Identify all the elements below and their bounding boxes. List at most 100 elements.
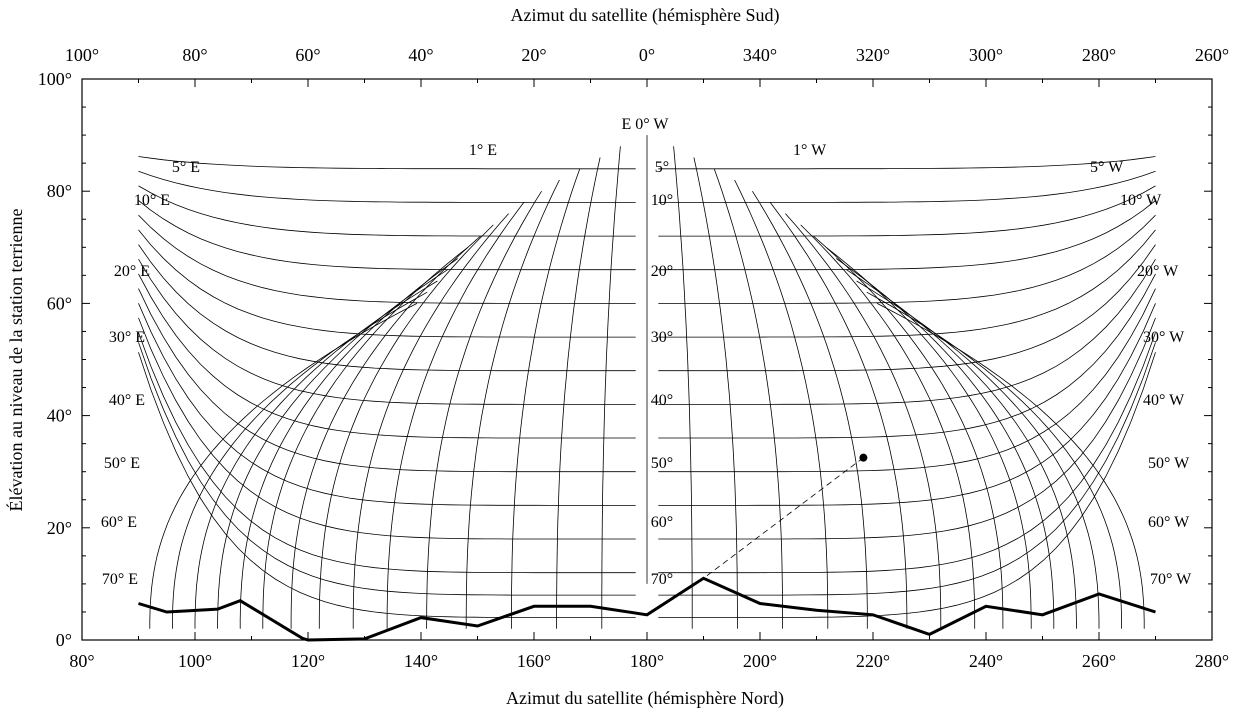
top-tick-label: 0° <box>639 45 655 65</box>
elevation-curve <box>138 332 636 574</box>
x-tick-label: 240° <box>969 651 1003 671</box>
east-curve-label: 5° E <box>172 159 200 176</box>
example-point <box>859 453 868 462</box>
longitude-curve <box>556 157 601 629</box>
top-tick-label: 320° <box>856 45 890 65</box>
longitude-curve <box>426 190 542 629</box>
elevation-curve <box>138 273 636 439</box>
longitude-curve <box>510 168 581 629</box>
top-tick-label: 80° <box>182 45 207 65</box>
elevation-curve <box>138 352 636 618</box>
west-curve-label: 60° W <box>1148 514 1190 531</box>
elevation-curve <box>658 229 1156 338</box>
longitude-curve <box>465 179 560 629</box>
elevation-curve <box>658 200 1156 271</box>
elevation-curve <box>138 288 636 473</box>
center-meridian-label: E 0° W <box>622 116 670 133</box>
elevation-curve <box>138 303 636 506</box>
east-curve-label: 40° E <box>109 392 145 409</box>
x-tick-label: 200° <box>743 651 777 671</box>
elevation-curve <box>658 244 1156 372</box>
west-curve-label: 10° W <box>1120 192 1162 209</box>
axis-ticks: 80° 100° 120° 140° 160° 180° 200° 220° 240° 260° 2… <box>38 45 1229 671</box>
elevation-curve <box>658 332 1156 574</box>
elevation-curve <box>138 317 636 540</box>
y-tick-label: 0° <box>56 630 72 650</box>
elevation-curve <box>138 200 636 271</box>
east-curve-label: 30° E <box>109 329 145 346</box>
longitude-curve <box>866 291 1122 629</box>
y-tick-label: 80° <box>47 181 72 201</box>
elevation-curve <box>138 170 636 203</box>
elevation-curve <box>658 156 1156 170</box>
east-curve-label: 20° E <box>114 263 150 280</box>
longitude-curve <box>876 303 1145 629</box>
west-curve-label: 50° W <box>1148 455 1190 472</box>
east-curve-label: 1° E <box>469 142 497 159</box>
horizon-profile <box>138 453 1156 642</box>
longitude-curve <box>825 246 1032 629</box>
longitude-grid <box>138 135 1156 629</box>
center-curve-label: 10° <box>651 192 673 209</box>
x-tick-label: 160° <box>517 651 551 671</box>
longitude-curve <box>785 213 942 629</box>
longitude-curve <box>673 146 693 629</box>
example-guide-line <box>703 457 864 579</box>
curve-labels: 1° E 5° E10° E 20° E 30° E 40° E 50° E 60° E 70… <box>101 142 1192 588</box>
longitude-curve <box>194 280 438 629</box>
longitude-curve <box>171 291 428 629</box>
center-curve-label: 60° <box>651 514 673 531</box>
top-tick-label: 300° <box>969 45 1003 65</box>
center-curve-label: 30° <box>651 329 673 346</box>
top-tick-label: 260° <box>1195 45 1229 65</box>
west-curve-label: 70° W <box>1150 571 1192 588</box>
longitude-curve <box>318 224 494 629</box>
east-curve-label: 70° E <box>102 571 138 588</box>
center-curve-label: 50° <box>651 455 673 472</box>
center-curve-label: 40° <box>651 392 673 409</box>
top-tick-label: 100° <box>65 45 99 65</box>
elevation-curve <box>658 185 1156 237</box>
elevation-curve <box>138 156 636 170</box>
elevation-curve <box>658 303 1156 506</box>
east-curve-label: 50° E <box>104 455 140 472</box>
west-curve-label: 1° W <box>793 142 827 159</box>
west-curve-label: 20° W <box>1137 263 1179 280</box>
top-axis-title: Azimut du satellite (hémisphère Sud) <box>511 5 780 26</box>
west-curve-label: 30° W <box>1143 329 1185 346</box>
longitude-curve <box>352 213 509 629</box>
center-curve-label: 70° <box>651 571 673 588</box>
center-curve-label: 5° <box>655 159 669 176</box>
elevation-curve <box>138 244 636 372</box>
elevation-curve <box>658 170 1156 203</box>
longitude-curve <box>693 157 738 629</box>
longitude-curve <box>239 258 458 629</box>
top-tick-label: 340° <box>743 45 777 65</box>
top-tick-label: 60° <box>295 45 320 65</box>
elevation-curve <box>138 185 636 237</box>
x-tick-label: 280° <box>1195 651 1229 671</box>
longitude-curve <box>386 202 525 629</box>
y-tick-label: 60° <box>47 293 72 313</box>
elevation-curve <box>658 273 1156 439</box>
x-tick-label: 220° <box>856 651 890 671</box>
elevation-curve <box>138 214 636 304</box>
longitude-curve <box>262 246 469 629</box>
x-tick-label: 80° <box>69 651 94 671</box>
y-tick-label: 20° <box>47 518 72 538</box>
longitude-curve <box>290 235 481 629</box>
elevation-curve <box>138 342 636 596</box>
longitude-curve <box>800 224 976 629</box>
longitude-curve <box>217 269 448 629</box>
horizon-profile-line <box>138 576 1156 642</box>
top-tick-label: 280° <box>1082 45 1116 65</box>
top-tick-label: 40° <box>408 45 433 65</box>
longitude-curve <box>601 146 621 629</box>
y-tick-label: 40° <box>47 406 72 426</box>
x-tick-label: 260° <box>1082 651 1116 671</box>
west-curve-label: 40° W <box>1143 392 1185 409</box>
west-curve-label: 5° W <box>1090 159 1124 176</box>
y-axis-title: Élévation au niveau de la station terrie… <box>5 209 26 512</box>
center-curve-label: 20° <box>651 263 673 280</box>
